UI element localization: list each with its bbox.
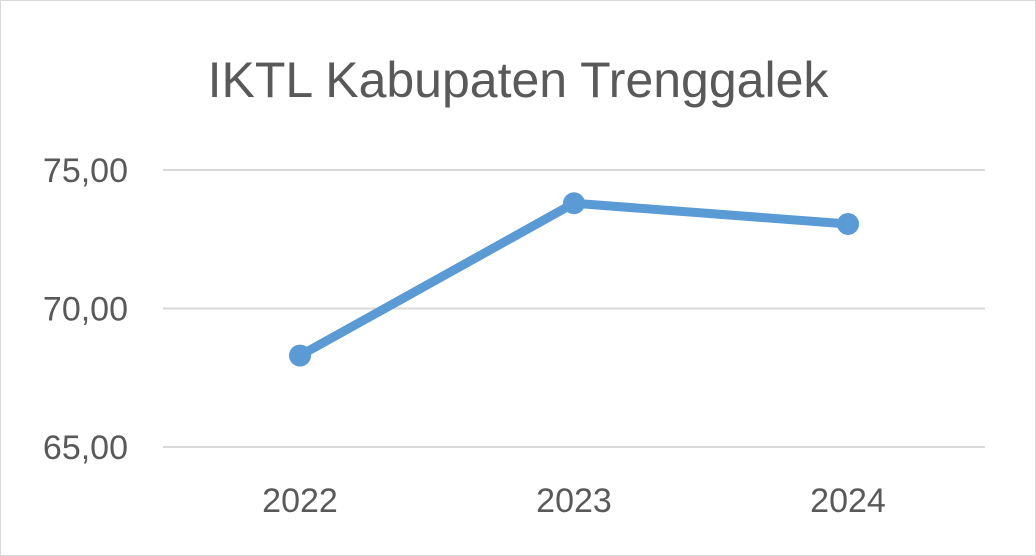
x-tick-label: 2024 bbox=[810, 482, 886, 520]
y-tick-label: 65,00 bbox=[43, 429, 128, 467]
x-axis-ticks: 2022 2023 2024 bbox=[262, 482, 886, 520]
chart-title: IKTL Kabupaten Trenggalek bbox=[208, 52, 830, 108]
x-tick-label: 2022 bbox=[262, 482, 338, 520]
data-point-2023 bbox=[563, 192, 585, 215]
data-point-2022 bbox=[289, 344, 311, 367]
gridlines bbox=[163, 169, 985, 448]
y-tick-label: 75,00 bbox=[43, 152, 128, 190]
x-tick-label: 2023 bbox=[536, 482, 612, 520]
series-line bbox=[295, 198, 853, 361]
series-layer bbox=[289, 192, 859, 367]
y-axis-ticks: 65,00 70,00 75,00 bbox=[43, 152, 128, 467]
y-tick-label: 70,00 bbox=[43, 291, 128, 329]
data-point-2024 bbox=[837, 213, 859, 236]
